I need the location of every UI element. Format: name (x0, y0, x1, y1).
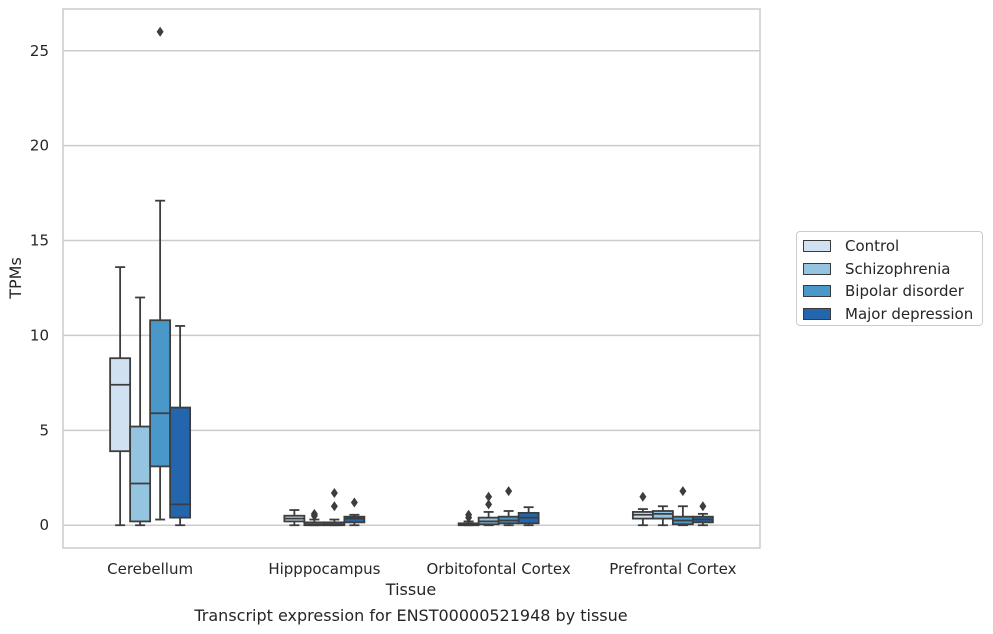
box-2-3 (517, 506, 540, 527)
legend-swatch (803, 307, 831, 320)
legend-label: Bipolar disorder (845, 282, 964, 301)
outlier-point (330, 501, 338, 512)
outlier-point (465, 509, 473, 520)
legend-swatch (803, 240, 831, 253)
box-0-2 (149, 26, 172, 521)
box-body (169, 406, 192, 519)
box-3-0 (631, 491, 654, 527)
x-axis-label: Tissue (385, 580, 436, 599)
x-tick-labels: Cerebellum Hipppocampus Orbitofontal Corte… (107, 560, 736, 578)
box-0-3 (169, 325, 192, 527)
y-axis-label: TPMs (6, 257, 25, 300)
legend-item: Major depression (797, 303, 982, 326)
legend-label: Schizophrenia (845, 259, 951, 278)
outlier-point (639, 491, 647, 502)
outlier-point (350, 497, 358, 508)
box-1-0 (283, 509, 306, 527)
x-tick-label: Hipppocampus (268, 560, 380, 578)
box-layer (109, 26, 714, 527)
box-0-0 (109, 266, 132, 527)
legend-item: Schizophrenia (797, 258, 982, 281)
box-body (129, 425, 152, 523)
outlier-point (156, 26, 164, 37)
outlier-point (330, 487, 338, 498)
legend-label: Major depression (845, 304, 974, 323)
y-tick-label: 25 (30, 42, 49, 60)
box-body (109, 357, 132, 453)
legend-label: Control (845, 237, 900, 256)
outlier-point (679, 486, 687, 497)
box-3-1 (651, 505, 674, 527)
legend-item: Bipolar disorder (797, 280, 982, 303)
outlier-point (485, 499, 493, 510)
box-2-1 (477, 491, 500, 527)
outlier-point (485, 491, 493, 502)
box-3-2 (671, 486, 694, 527)
plot-frame (62, 8, 761, 549)
box-1-2 (323, 487, 346, 527)
legend-swatch (803, 262, 831, 275)
box-body (651, 510, 674, 520)
y-tick-label: 5 (39, 421, 49, 439)
legend-item: Control (797, 235, 982, 258)
box-1-1 (303, 508, 326, 527)
chart-title: Transcript expression for ENST0000052194… (193, 606, 627, 625)
y-tick-label: 20 (30, 137, 49, 155)
legend-swatch (803, 285, 831, 298)
box-0-1 (129, 296, 152, 527)
outlier-point (699, 501, 707, 512)
box-body (149, 319, 172, 468)
y-tick-label: 15 (30, 232, 49, 250)
legend: Control Schizophrenia Bipolar disorder Majo… (796, 231, 983, 326)
box-2-0 (457, 509, 480, 527)
box-body (343, 515, 366, 524)
outlier-point (310, 508, 318, 519)
outlier-point (505, 486, 513, 497)
box-2-2 (497, 486, 520, 527)
y-tick-label: 0 (39, 516, 49, 534)
box-1-3 (343, 497, 366, 527)
box-3-3 (691, 501, 714, 527)
x-tick-label: Cerebellum (107, 560, 193, 578)
x-tick-label: Prefrontal Cortex (609, 560, 736, 578)
y-tick-label: 10 (30, 326, 49, 344)
y-tick-labels: 0 5 10 15 20 25 (30, 42, 49, 534)
x-tick-label: Orbitofontal Cortex (427, 560, 571, 578)
